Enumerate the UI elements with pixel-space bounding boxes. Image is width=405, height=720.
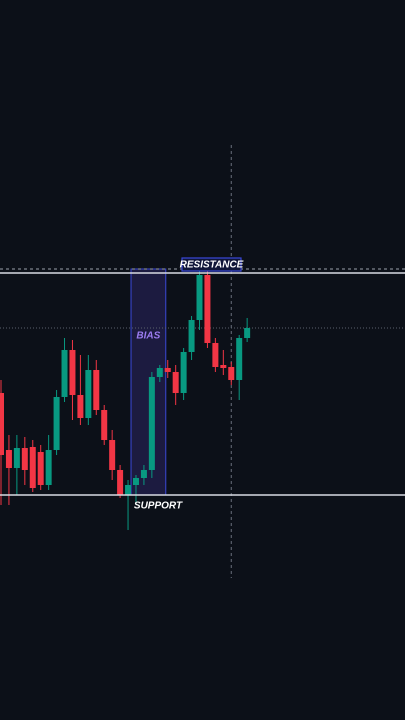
candle-body bbox=[244, 328, 251, 338]
candle-body bbox=[101, 410, 108, 440]
candle-body bbox=[204, 275, 211, 343]
candle-body bbox=[220, 365, 227, 368]
candle-body bbox=[228, 367, 235, 380]
level-label: RESISTANCE bbox=[180, 260, 244, 271]
candle-body bbox=[13, 448, 20, 468]
bias-zone bbox=[130, 268, 167, 496]
candle-body bbox=[69, 350, 76, 395]
candle-body bbox=[140, 470, 147, 478]
level-label: SUPPORT bbox=[134, 501, 183, 512]
candle-body bbox=[196, 275, 203, 320]
candle-body bbox=[61, 350, 68, 397]
candle-body bbox=[0, 393, 4, 455]
candle-body bbox=[236, 338, 243, 380]
candle-body bbox=[37, 452, 44, 485]
candle-body bbox=[85, 370, 92, 418]
candle-body bbox=[5, 450, 12, 468]
candle-body bbox=[164, 368, 171, 372]
candle-body bbox=[125, 485, 132, 495]
candle-body bbox=[21, 448, 28, 470]
candle-body bbox=[45, 450, 52, 485]
level-label-box bbox=[181, 257, 242, 272]
candle-body bbox=[148, 377, 155, 470]
candle-body bbox=[180, 352, 187, 393]
candle-body bbox=[93, 370, 100, 410]
candle-body bbox=[156, 368, 163, 377]
candle-body bbox=[212, 343, 219, 367]
candle-body bbox=[29, 447, 36, 488]
candle-body bbox=[109, 440, 116, 470]
candle-body bbox=[132, 478, 139, 485]
bias-label: BIAS bbox=[136, 331, 160, 342]
candle-body bbox=[77, 395, 84, 418]
candle-body bbox=[117, 470, 124, 495]
candle-body bbox=[172, 372, 179, 393]
candle-body bbox=[53, 397, 60, 450]
candle-body bbox=[188, 320, 195, 352]
